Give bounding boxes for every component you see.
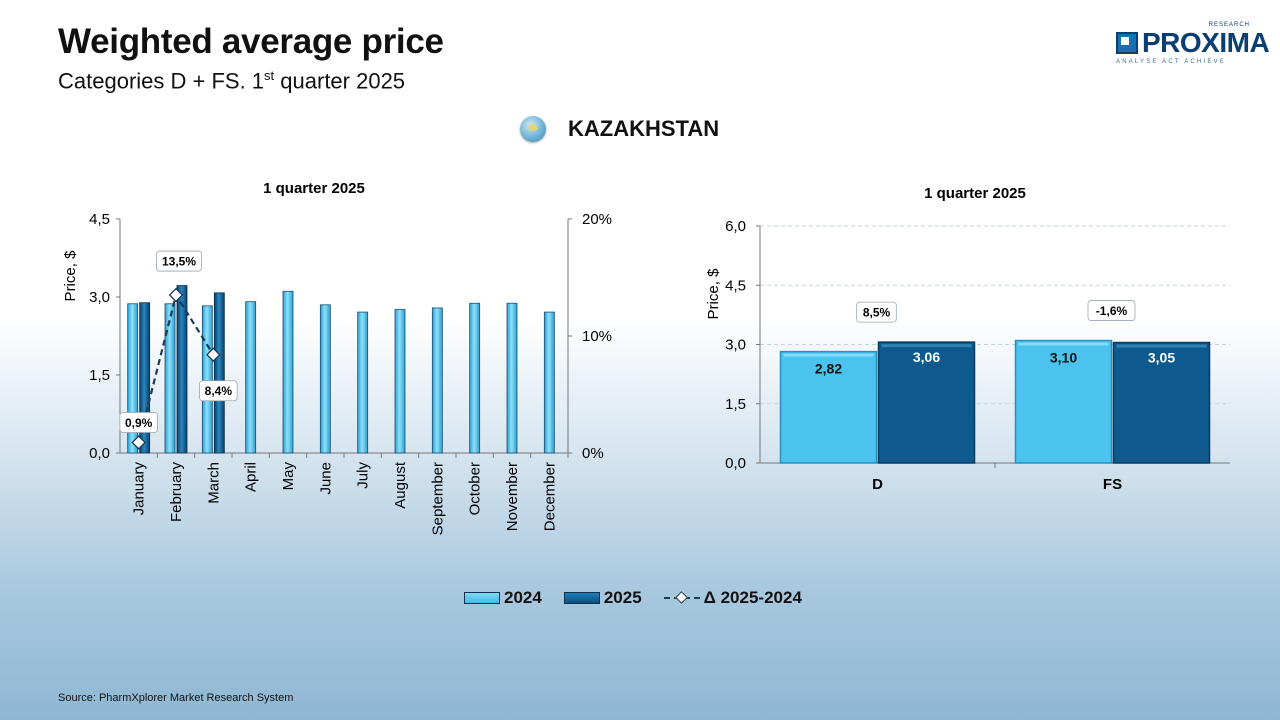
chart1-delta-label: 0,9%: [125, 416, 153, 430]
chart1-delta-marker: [206, 347, 221, 363]
chart2-bar-2024: [1014, 339, 1113, 464]
chart1-y-axis-label: Price, $: [62, 250, 79, 302]
chart1-x-tick-label: April: [243, 462, 260, 492]
chart2-bar-2024-highlight: [783, 353, 874, 357]
chart1-y2-tick-label: 20%: [582, 211, 612, 228]
legend-item-delta: Δ 2025-2024: [663, 588, 802, 608]
country-heading: KAZAKHSTAN: [520, 113, 719, 145]
chart1-bar-2024: [282, 290, 294, 454]
proxima-logo: PROXIMA RESEARCH ANALYSE ACT ACHIEVE: [1114, 22, 1270, 70]
chart1-bar-2025: [213, 292, 225, 454]
chart1-delta-label: 13,5%: [162, 255, 196, 269]
legend-swatch-2024: [464, 592, 500, 604]
chart1-delta-label: 8,4%: [205, 384, 233, 398]
chart1-x-tick-label: November: [504, 462, 521, 531]
chart2-delta-label: -1,6%: [1096, 304, 1128, 318]
chart1-y-tick-label: 3,0: [89, 289, 110, 306]
logo-tagline: ANALYSE ACT ACHIEVE: [1116, 59, 1226, 65]
chart1-bar-2025: [176, 285, 188, 454]
chart2-title: 1 quarter 2025: [924, 185, 1026, 202]
page-title: Weighted average price: [58, 22, 444, 61]
chart2-bar-2025: [877, 341, 976, 464]
chart1-y2-tick-label: 0%: [582, 445, 604, 462]
chart1-bar-2024: [164, 303, 176, 454]
chart2-delta-label-box: [1087, 300, 1136, 321]
chart1-delta-label-box: [119, 412, 158, 433]
kazakhstan-flag-icon: [520, 116, 546, 142]
chart1-x-tick-label: May: [280, 462, 297, 491]
chart2-y-tick-label: 1,5: [725, 396, 746, 413]
legend-swatch-2025: [563, 592, 600, 604]
chart1-x-tick-label: December: [541, 462, 558, 531]
chart2-value-label-2024: 3,10: [1050, 350, 1077, 366]
chart1-bar-2024: [245, 301, 257, 454]
chart1-bar-2024: [543, 311, 555, 454]
chart1-bar-2024: [469, 302, 481, 454]
chart2-y-tick-label: 6,0: [725, 218, 746, 235]
chart1-y-tick-label: 1,5: [89, 367, 110, 384]
chart1-x-tick-label: August: [392, 461, 409, 509]
chart2-bar-2024: [779, 350, 878, 464]
logo-name: PROXIMA: [1142, 27, 1270, 58]
chart2-delta-label-box: [856, 301, 897, 323]
chart2-bar-2024-highlight: [1018, 342, 1109, 346]
chart1-delta-marker: [131, 435, 146, 450]
legend-item-2024: 2024: [464, 588, 542, 608]
chart1-x-tick-label: January: [131, 462, 148, 516]
chart2-bar-2025: [1112, 341, 1211, 464]
chart1-x-tick-label: February: [168, 462, 185, 523]
chart-legend: 2024 2025 Δ 2025-2024: [464, 588, 824, 608]
chart1-x-tick-label: July: [355, 462, 372, 489]
chart1-bar-2024: [319, 304, 331, 454]
chart1-x-tick-label: June: [317, 462, 334, 495]
chart2-y-tick-label: 0,0: [725, 455, 746, 472]
chart1-bar-2025: [139, 302, 151, 454]
chart1-y2-tick-label: 10%: [582, 328, 612, 345]
chart1-bar-2024: [431, 307, 443, 454]
chart2-value-label-2024: 2,82: [815, 361, 842, 377]
chart1-x-tick-label: March: [205, 462, 222, 504]
chart2-bar-2025-highlight: [1116, 344, 1207, 348]
chart2-value-label-2025: 3,06: [913, 349, 940, 365]
chart1-title: 1 quarter 2025: [263, 180, 365, 197]
chart2-x-tick-label: D: [872, 476, 883, 493]
chart1-bar-2024: [394, 309, 406, 454]
chart1-delta-marker: [168, 287, 184, 303]
chart2-x-tick-label: FS: [1103, 476, 1122, 493]
chart2-y-axis-label: Price, $: [705, 268, 722, 320]
chart1-bar-2024: [357, 311, 369, 454]
chart1-y-tick-label: 4,5: [89, 211, 110, 228]
chart1-y-tick-label: 0,0: [89, 445, 110, 462]
chart2-y-tick-label: 3,0: [725, 337, 746, 354]
legend-item-2025: 2025: [563, 588, 642, 608]
chart2-bar-2025-highlight: [881, 344, 972, 348]
source-note: Source: PharmXplorer Market Research Sys…: [58, 692, 294, 704]
chart1-delta-label-box: [156, 250, 202, 272]
chart1-bar-2024: [127, 303, 139, 454]
logo-research: RESEARCH: [1208, 22, 1250, 28]
legend-dashed-line-icon: [663, 591, 700, 605]
chart1-x-tick-label: October: [467, 462, 484, 515]
chart1-x-tick-label: September: [429, 462, 446, 535]
chart1-bar-2024: [201, 305, 213, 454]
chart1-bar-2024: [506, 302, 518, 454]
country-name: KAZAKHSTAN: [568, 116, 720, 141]
page-subtitle: Categories D + FS. 1st quarter 2025: [58, 68, 406, 94]
chart2-value-label-2025: 3,05: [1148, 350, 1175, 366]
chart2-y-tick-label: 4,5: [725, 277, 746, 294]
chart2-delta-label: 8,5%: [863, 306, 891, 320]
logo-square-icon: [1116, 32, 1138, 54]
chart1-delta-label-box: [199, 380, 238, 402]
